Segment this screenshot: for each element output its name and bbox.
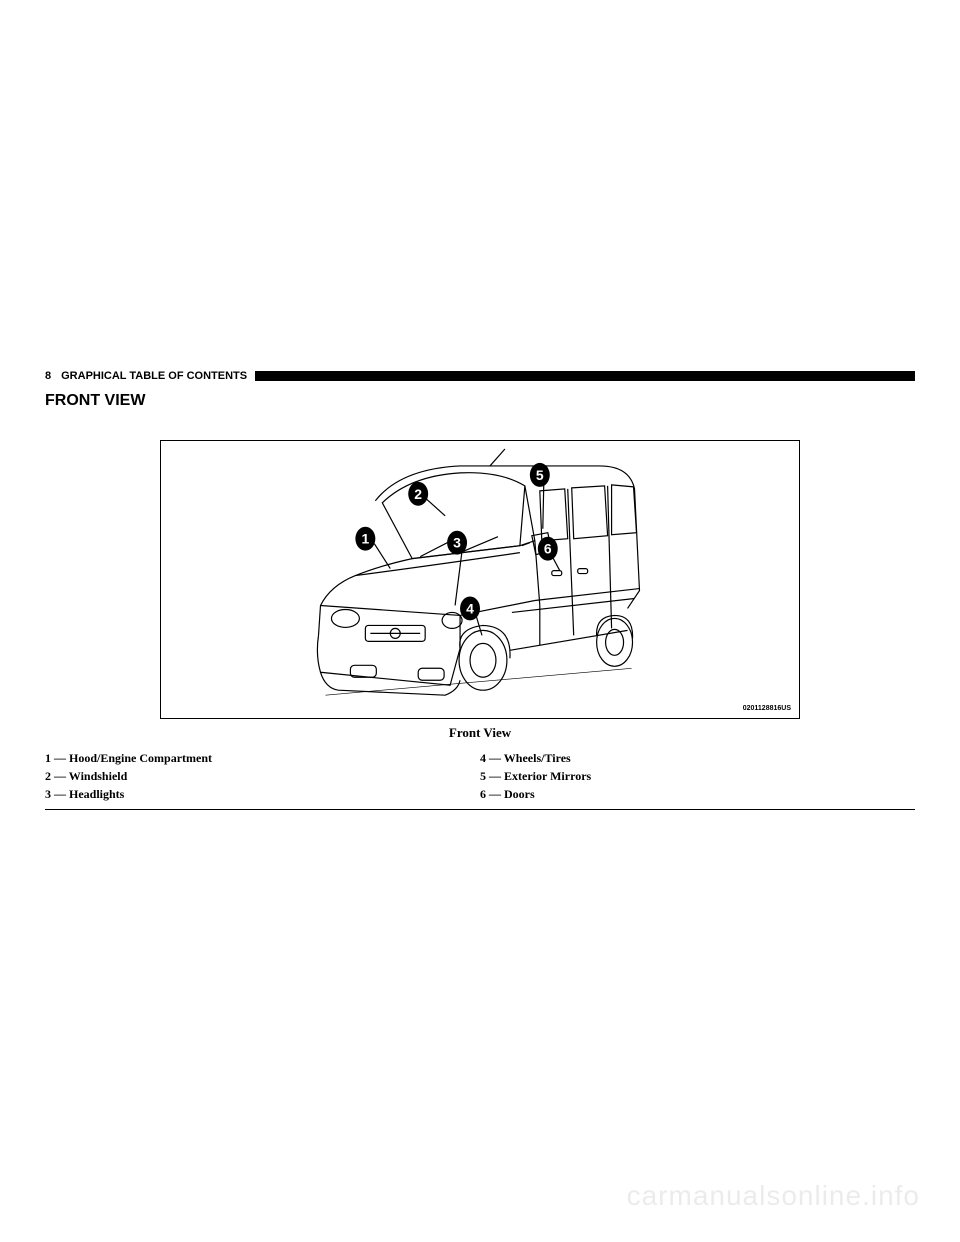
legend-item: 1 — Hood/Engine Compartment	[45, 749, 480, 767]
legend-num: 1	[45, 751, 51, 765]
callout-6: 6	[538, 537, 558, 561]
legend-num: 6	[480, 787, 486, 801]
legend-num: 3	[45, 787, 51, 801]
legend-label: Hood/Engine Compartment	[69, 751, 212, 765]
svg-text:5: 5	[536, 467, 544, 483]
legend-item: 2 — Windshield	[45, 767, 480, 785]
callout-5: 5	[530, 463, 550, 487]
vehicle-svg: 1 2 3 4 5	[161, 441, 799, 718]
legend-right-col: 4 — Wheels/Tires 5 — Exterior Mirrors 6 …	[480, 749, 915, 803]
legend-num: 2	[45, 769, 51, 783]
diagram-caption: Front View	[45, 725, 915, 741]
svg-text:2: 2	[414, 486, 422, 502]
page-number: 8	[45, 370, 51, 382]
page-content: 8 GRAPHICAL TABLE OF CONTENTS FRONT VIEW	[45, 370, 915, 810]
callout-2: 2	[408, 482, 428, 506]
legend-label: Doors	[504, 787, 535, 801]
header-label: GRAPHICAL TABLE OF CONTENTS	[61, 370, 247, 382]
legend: 1 — Hood/Engine Compartment 2 — Windshie…	[45, 749, 915, 810]
legend-item: 3 — Headlights	[45, 785, 480, 803]
watermark: carmanualsonline.info	[627, 1180, 920, 1212]
legend-left-col: 1 — Hood/Engine Compartment 2 — Windshie…	[45, 749, 480, 803]
svg-text:3: 3	[453, 535, 461, 551]
legend-label: Exterior Mirrors	[504, 769, 591, 783]
page-header: 8 GRAPHICAL TABLE OF CONTENTS	[45, 370, 915, 382]
svg-text:6: 6	[544, 541, 552, 557]
callout-1: 1	[355, 527, 375, 551]
legend-item: 5 — Exterior Mirrors	[480, 767, 915, 785]
diagram-id: 0201128816US	[743, 705, 791, 712]
legend-item: 4 — Wheels/Tires	[480, 749, 915, 767]
callout-3: 3	[447, 531, 467, 555]
section-title: FRONT VIEW	[45, 392, 915, 410]
legend-label: Headlights	[69, 787, 124, 801]
legend-item: 6 — Doors	[480, 785, 915, 803]
svg-text:4: 4	[466, 600, 474, 616]
callout-4: 4	[460, 597, 480, 621]
vehicle-diagram: 1 2 3 4 5	[160, 440, 800, 719]
legend-label: Wheels/Tires	[504, 751, 571, 765]
header-rule	[255, 371, 915, 381]
svg-text:1: 1	[361, 531, 369, 547]
legend-label: Windshield	[69, 769, 127, 783]
legend-num: 5	[480, 769, 486, 783]
van-outline	[317, 449, 639, 695]
legend-num: 4	[480, 751, 486, 765]
